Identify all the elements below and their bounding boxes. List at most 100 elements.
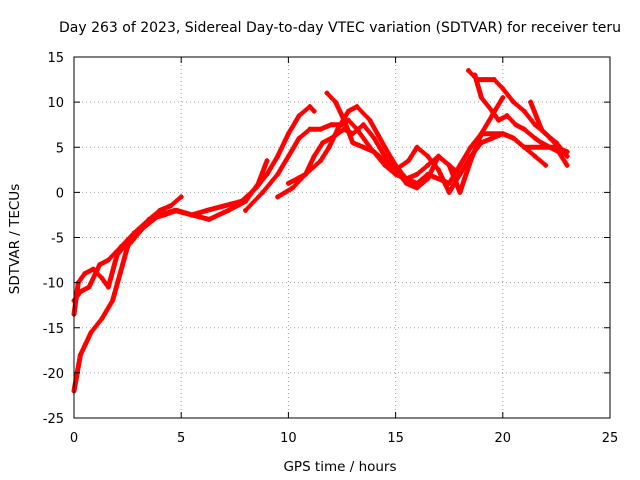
data-point bbox=[275, 153, 281, 159]
series-track-9 bbox=[472, 72, 570, 168]
data-point bbox=[403, 176, 409, 182]
data-point bbox=[286, 131, 291, 137]
y-tick-label: -25 bbox=[43, 412, 64, 427]
grid-layer bbox=[74, 57, 610, 418]
data-point bbox=[511, 135, 516, 141]
x-axis-label: GPS time / hours bbox=[283, 459, 396, 475]
data-point bbox=[532, 135, 538, 141]
series-track-10 bbox=[528, 99, 566, 155]
x-tick-label: 0 bbox=[70, 431, 78, 446]
data-point bbox=[131, 230, 137, 236]
data-point bbox=[146, 217, 152, 222]
data-point bbox=[78, 289, 83, 295]
data-point bbox=[489, 135, 495, 141]
data-point bbox=[564, 153, 570, 159]
data-point bbox=[204, 208, 210, 213]
data-point bbox=[243, 208, 248, 213]
data-point bbox=[264, 158, 270, 164]
data-point bbox=[82, 271, 88, 276]
data-point bbox=[547, 135, 553, 141]
data-point bbox=[468, 153, 474, 159]
data-point bbox=[436, 153, 441, 159]
series-track-7 bbox=[324, 90, 463, 195]
data-point bbox=[78, 352, 83, 358]
data-point bbox=[489, 108, 495, 114]
data-point bbox=[105, 284, 111, 290]
data-point bbox=[99, 316, 105, 322]
y-tick-label: -20 bbox=[43, 367, 64, 382]
data-point bbox=[118, 244, 124, 249]
y-tick-label: -15 bbox=[43, 322, 64, 337]
data-point bbox=[333, 99, 338, 105]
data-point bbox=[307, 126, 313, 132]
data-point bbox=[521, 144, 527, 150]
data-point bbox=[88, 329, 94, 335]
data-point bbox=[538, 140, 544, 146]
data-point bbox=[414, 171, 420, 177]
data-point bbox=[324, 90, 330, 96]
data-point bbox=[296, 113, 302, 119]
series-track-3 bbox=[71, 104, 317, 304]
data-point bbox=[86, 284, 92, 290]
data-point bbox=[483, 77, 489, 82]
data-point bbox=[513, 122, 519, 128]
data-point bbox=[189, 212, 195, 218]
data-point bbox=[521, 126, 527, 132]
data-point bbox=[307, 104, 313, 110]
data-point bbox=[275, 194, 281, 200]
y-tick-label: 15 bbox=[47, 51, 64, 66]
data-point bbox=[382, 144, 388, 150]
series-track-6 bbox=[285, 104, 549, 186]
data-point bbox=[350, 140, 356, 146]
data-point bbox=[382, 158, 388, 164]
y-tick-label: -5 bbox=[51, 232, 64, 247]
data-point bbox=[318, 158, 323, 164]
data-point bbox=[225, 208, 231, 213]
data-point bbox=[157, 208, 163, 213]
data-point bbox=[361, 122, 366, 128]
data-point bbox=[311, 153, 317, 159]
data-point bbox=[110, 298, 115, 304]
tick-layer: 0 5 10 15 20 25 -25 -20 -15 -10 -5 0 5 10 15 bbox=[43, 51, 619, 446]
data-point bbox=[253, 185, 259, 191]
data-point bbox=[491, 77, 497, 82]
data-point bbox=[354, 104, 360, 110]
data-point bbox=[286, 153, 291, 159]
data-point bbox=[446, 162, 452, 168]
x-tick-label: 5 bbox=[177, 431, 185, 446]
data-point bbox=[264, 171, 270, 177]
data-point bbox=[311, 108, 317, 114]
data-point bbox=[335, 126, 341, 132]
data-point bbox=[290, 185, 296, 191]
data-point bbox=[504, 113, 510, 119]
data-layer bbox=[71, 68, 570, 394]
data-point bbox=[500, 131, 506, 137]
data-point bbox=[457, 162, 463, 168]
data-point bbox=[457, 171, 463, 177]
data-point bbox=[371, 149, 377, 155]
data-point bbox=[425, 162, 431, 168]
series-track-2 bbox=[71, 194, 184, 317]
data-point bbox=[472, 72, 478, 78]
data-point bbox=[275, 171, 281, 177]
data-point bbox=[564, 162, 570, 168]
data-point bbox=[446, 189, 452, 195]
data-point bbox=[286, 180, 291, 186]
data-point bbox=[371, 135, 377, 141]
data-point bbox=[496, 117, 501, 123]
data-point bbox=[346, 117, 351, 123]
data-point bbox=[238, 199, 244, 204]
data-point bbox=[341, 117, 347, 123]
data-point bbox=[532, 153, 538, 159]
data-point bbox=[303, 171, 308, 177]
data-point bbox=[168, 203, 173, 209]
x-tick-label: 10 bbox=[280, 431, 297, 446]
chart-title: Day 263 of 2023, Sidereal Day-to-day VTE… bbox=[59, 20, 621, 36]
data-point bbox=[478, 140, 484, 146]
data-point bbox=[560, 149, 566, 155]
x-tick-label: 25 bbox=[602, 431, 619, 446]
data-point bbox=[367, 117, 373, 123]
data-point bbox=[500, 95, 506, 101]
data-point bbox=[97, 262, 103, 267]
